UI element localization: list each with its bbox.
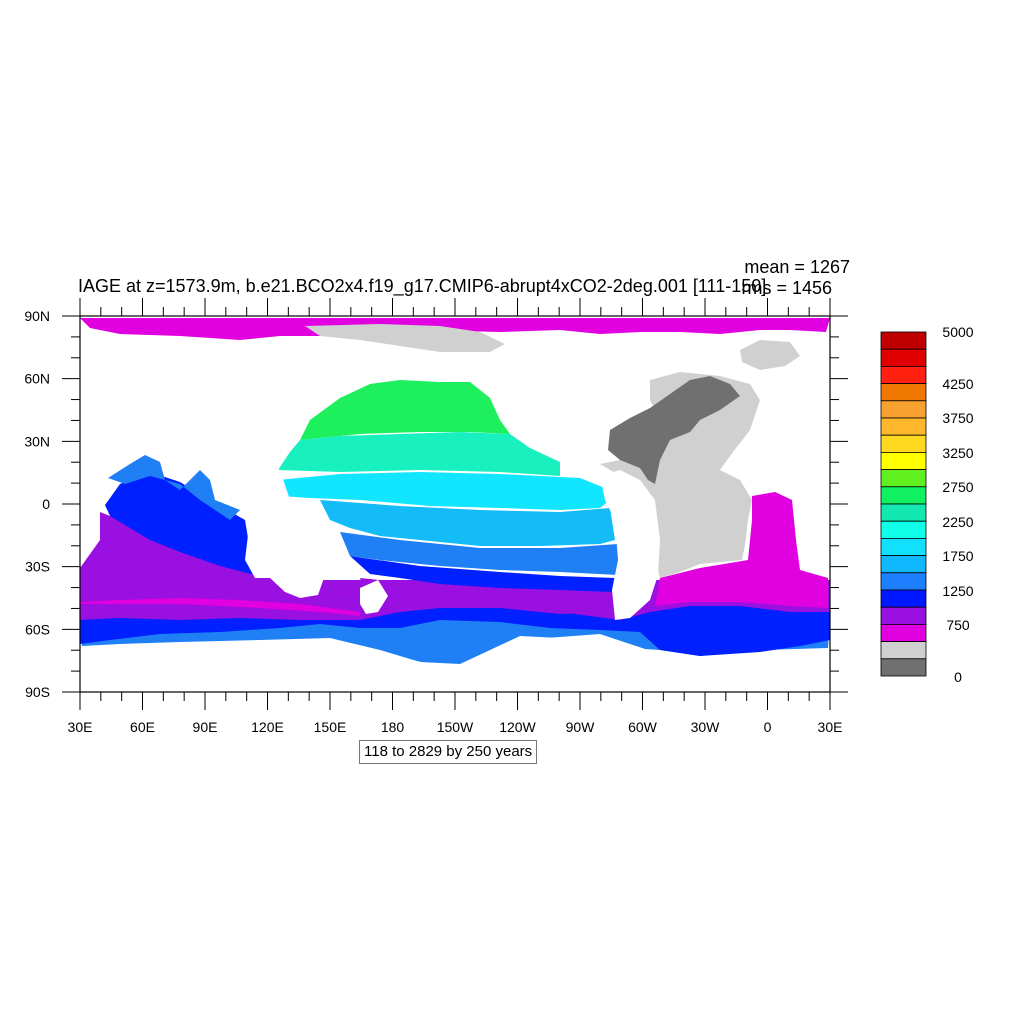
lat-label: 90S bbox=[25, 684, 50, 700]
lon-label: 60W bbox=[628, 719, 658, 735]
colorbar-bin bbox=[880, 486, 927, 505]
land-southeast-asia bbox=[235, 460, 290, 520]
colorbar-bin bbox=[880, 348, 927, 367]
region-pacific-purple bbox=[360, 578, 612, 614]
colorbar-bin bbox=[880, 469, 927, 488]
colorbar-label: 4250 bbox=[942, 376, 973, 392]
colorbar-bin bbox=[880, 555, 927, 574]
colorbar-labels: 5000 4250 3750 3250 2750 2250 1750 1250 750 0 bbox=[942, 324, 973, 685]
region-pacific-medblue bbox=[340, 532, 618, 575]
colorbar-bin bbox=[880, 572, 927, 591]
lon-label: 180 bbox=[381, 719, 405, 735]
lon-label: 0 bbox=[764, 719, 772, 735]
region-atlantic-lightgray bbox=[600, 372, 760, 578]
region-atlantic-darkgray bbox=[608, 376, 740, 484]
lon-label: 90W bbox=[566, 719, 596, 735]
colorbar-bin bbox=[880, 417, 927, 436]
region-nordic-gray bbox=[740, 340, 800, 370]
region-indian-medblue bbox=[108, 455, 240, 520]
lat-label: 90N bbox=[24, 308, 50, 324]
land-australia bbox=[245, 520, 325, 598]
mean-stat: mean = 1267 bbox=[744, 257, 850, 277]
land-south-america bbox=[600, 470, 660, 620]
region-pacific-sky bbox=[320, 500, 615, 546]
colorbar-bin bbox=[880, 520, 927, 539]
region-pacific-teal bbox=[278, 432, 560, 476]
colorbar-bin bbox=[880, 589, 927, 608]
colorbar-bin bbox=[880, 331, 927, 350]
lon-label: 120E bbox=[251, 719, 284, 735]
colorbar-bin bbox=[880, 503, 927, 522]
colorbar-bin bbox=[880, 641, 927, 660]
rms-stat: rms = 1456 bbox=[741, 278, 832, 298]
region-indian-blue bbox=[105, 472, 255, 575]
lat-label: 0 bbox=[42, 496, 50, 512]
colorbar-bin bbox=[880, 365, 927, 384]
lon-label: 30E bbox=[68, 719, 93, 735]
plot-title: IAGE at z=1573.9m, b.e21.BCO2x4.f19_g17.… bbox=[78, 276, 767, 296]
lat-label: 60N bbox=[24, 371, 50, 387]
lon-label: 150W bbox=[437, 719, 474, 735]
colorbar-label: 5000 bbox=[942, 324, 973, 340]
colorbar-bin bbox=[880, 606, 927, 625]
latitude-axis: 90N 60N 30N 0 30S 60S 90S bbox=[24, 308, 848, 700]
land-new-zealand bbox=[360, 580, 388, 614]
lat-label: 30S bbox=[25, 559, 50, 575]
land-antarctica bbox=[80, 634, 830, 692]
colorbar-bin bbox=[880, 400, 927, 419]
lon-label: 150E bbox=[314, 719, 347, 735]
lon-label: 30E bbox=[818, 719, 843, 735]
lon-label: 90E bbox=[193, 719, 218, 735]
lat-label: 30N bbox=[24, 433, 50, 449]
colorbar bbox=[880, 331, 927, 677]
colorbar-label: 2250 bbox=[942, 514, 973, 530]
colorbar-bin bbox=[880, 434, 927, 453]
region-pacific-green bbox=[300, 380, 510, 440]
lon-label: 30W bbox=[691, 719, 721, 735]
colorbar-label: 3750 bbox=[942, 410, 973, 426]
ocean-field bbox=[80, 316, 830, 692]
colorbar-bin bbox=[880, 451, 927, 470]
lon-label: 120W bbox=[499, 719, 536, 735]
colorbar-bin bbox=[880, 658, 927, 677]
region-pacific-cyan bbox=[278, 472, 610, 510]
contour-caption: 118 to 2829 by 250 years bbox=[359, 740, 538, 764]
region-south-atlantic-magenta bbox=[655, 492, 828, 608]
colorbar-label: 3250 bbox=[942, 445, 973, 461]
colorbar-label: 0 bbox=[954, 669, 962, 685]
region-pacific-blue bbox=[350, 556, 615, 592]
lat-label: 60S bbox=[25, 621, 50, 637]
lon-label: 60E bbox=[130, 719, 155, 735]
colorbar-label: 750 bbox=[946, 617, 970, 633]
longitude-axis: 30E 60E 90E 120E 150E 180 150W 120W 90W 60W 30W 0 30… bbox=[68, 298, 843, 735]
region-arctic-gray bbox=[305, 324, 505, 352]
colorbar-bin bbox=[880, 383, 927, 402]
colorbar-label: 1250 bbox=[942, 583, 973, 599]
colorbar-label: 2750 bbox=[942, 479, 973, 495]
colorbar-bin bbox=[880, 624, 927, 643]
minor-ticks bbox=[71, 307, 839, 701]
colorbar-bin bbox=[880, 538, 927, 557]
colorbar-label: 1750 bbox=[942, 548, 973, 564]
